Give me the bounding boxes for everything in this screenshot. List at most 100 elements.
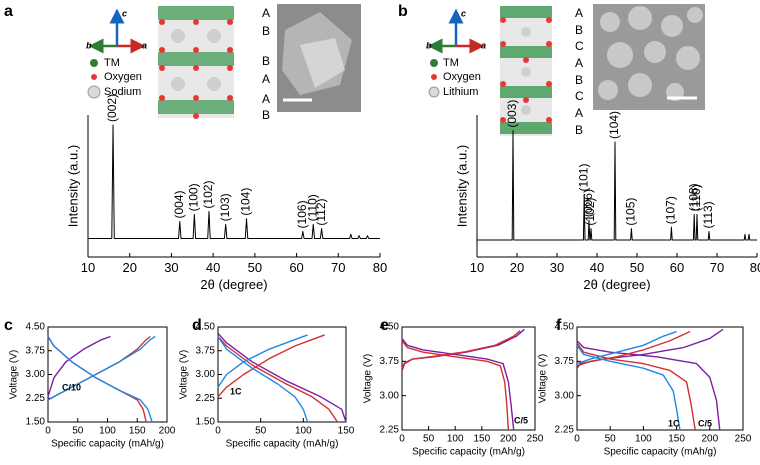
x-tick-label: 150 <box>668 434 685 445</box>
curve <box>401 338 515 431</box>
y-tick-label: 1.50 <box>26 417 46 428</box>
curve <box>576 344 681 431</box>
y-axis-label: Intensity (a.u.) <box>454 145 469 227</box>
stacking-letter: B <box>575 123 583 137</box>
y-tick-label: 1.50 <box>196 417 216 428</box>
curve <box>401 340 510 431</box>
stacking-letter: A <box>575 106 583 120</box>
x-tick-label: 50 <box>423 434 435 445</box>
x-axis-label: Specific capacity (mAh/g) <box>412 447 525 458</box>
peak-label: (102) <box>201 181 215 209</box>
peak-label: (103) <box>218 193 232 221</box>
y-tick-label: 4.50 <box>380 322 400 333</box>
x-tick-label: 10 <box>470 260 484 275</box>
curve <box>88 124 380 240</box>
peak-label: (102) <box>583 198 597 226</box>
peak-label: (108) <box>686 183 700 211</box>
curve <box>47 335 156 401</box>
curve <box>217 336 309 423</box>
annotation: 1C <box>230 386 242 396</box>
x-tick-label: 10 <box>81 260 95 275</box>
stacking-letter: C <box>575 39 584 53</box>
stacking-letter: B <box>262 54 270 68</box>
panel-label: f <box>556 317 562 334</box>
x-axis-label: Specific capacity (mAh/g) <box>226 439 339 450</box>
axis-letter: b <box>426 40 432 50</box>
peak-label: (112) <box>314 198 328 225</box>
peak-label: (113) <box>701 201 715 228</box>
x-tick-label: 150 <box>129 426 146 437</box>
peak-label: (101) <box>576 164 590 192</box>
x-tick-label: 70 <box>331 260 345 275</box>
y-tick-label: 2.25 <box>380 425 400 436</box>
y-tick-label: 2.25 <box>196 393 216 404</box>
y-tick-label: 4.50 <box>26 322 46 333</box>
x-tick-label: 250 <box>735 434 752 445</box>
x-tick-label: 80 <box>750 260 760 275</box>
curve <box>401 330 521 369</box>
axis-letter: a <box>142 40 147 50</box>
y-tick-label: 2.25 <box>26 393 46 404</box>
peak-label: (107) <box>664 196 678 224</box>
y-tick-label: 3.00 <box>26 369 46 380</box>
x-tick-label: 0 <box>45 426 51 437</box>
stacking-letter: B <box>575 23 583 37</box>
x-tick-label: 50 <box>605 434 617 445</box>
y-tick-label: 3.00 <box>196 369 216 380</box>
y-axis-label: Intensity (a.u.) <box>65 145 80 227</box>
x-tick-label: 20 <box>510 260 524 275</box>
x-axis-label: 2θ (degree) <box>583 277 650 292</box>
x-tick-label: 40 <box>590 260 604 275</box>
x-tick-label: 50 <box>72 426 84 437</box>
annotation: C/5 <box>514 415 528 425</box>
y-tick-label: 4.50 <box>555 322 575 333</box>
x-tick-label: 50 <box>630 260 644 275</box>
annotation: C/5 <box>698 418 712 428</box>
axis-letter: c <box>461 8 466 18</box>
peak-label: (100) <box>187 183 201 211</box>
peak-label: (002) <box>105 94 119 122</box>
x-tick-label: 200 <box>159 426 176 437</box>
x-tick-label: 200 <box>500 434 517 445</box>
x-tick-label: 60 <box>289 260 303 275</box>
peak-label: (106) <box>295 200 309 228</box>
legend-label: Lithium <box>443 86 478 98</box>
stacking-letter: A <box>262 92 270 106</box>
curve <box>47 335 111 397</box>
x-tick-label: 40 <box>206 260 220 275</box>
y-axis-label: Voltage (V) <box>538 354 549 403</box>
y-tick-label: 2.25 <box>555 425 575 436</box>
curve <box>401 328 525 371</box>
curve <box>576 340 721 431</box>
peak-label: (004) <box>172 190 186 218</box>
stacking-letter: A <box>262 6 270 20</box>
x-tick-label: 250 <box>527 434 544 445</box>
peak-label: (110) <box>689 184 703 211</box>
curve <box>576 328 724 369</box>
y-tick-label: 4.50 <box>196 322 216 333</box>
curve <box>47 336 153 423</box>
x-tick-label: 20 <box>122 260 136 275</box>
stacking-letter: A <box>575 6 583 20</box>
panel-label: a <box>4 3 13 20</box>
x-tick-label: 60 <box>670 260 684 275</box>
peak-label: (006) <box>581 189 595 217</box>
axis-letter: a <box>481 40 486 50</box>
annotation: 1C <box>668 418 680 428</box>
x-tick-label: 30 <box>550 260 564 275</box>
curve <box>576 330 677 365</box>
axis-letter: b <box>86 40 92 50</box>
axis-letter: c <box>122 8 127 18</box>
legend-label: TM <box>104 57 120 69</box>
x-tick-label: 80 <box>373 260 387 275</box>
x-tick-label: 100 <box>99 426 116 437</box>
x-axis-label: Specific capacity (mAh/g) <box>604 447 717 458</box>
x-tick-label: 0 <box>215 426 221 437</box>
x-tick-label: 100 <box>295 426 312 437</box>
stacking-letter: B <box>262 108 270 122</box>
x-tick-label: 150 <box>338 426 355 437</box>
x-tick-label: 100 <box>447 434 464 445</box>
y-tick-label: 3.00 <box>555 390 575 401</box>
